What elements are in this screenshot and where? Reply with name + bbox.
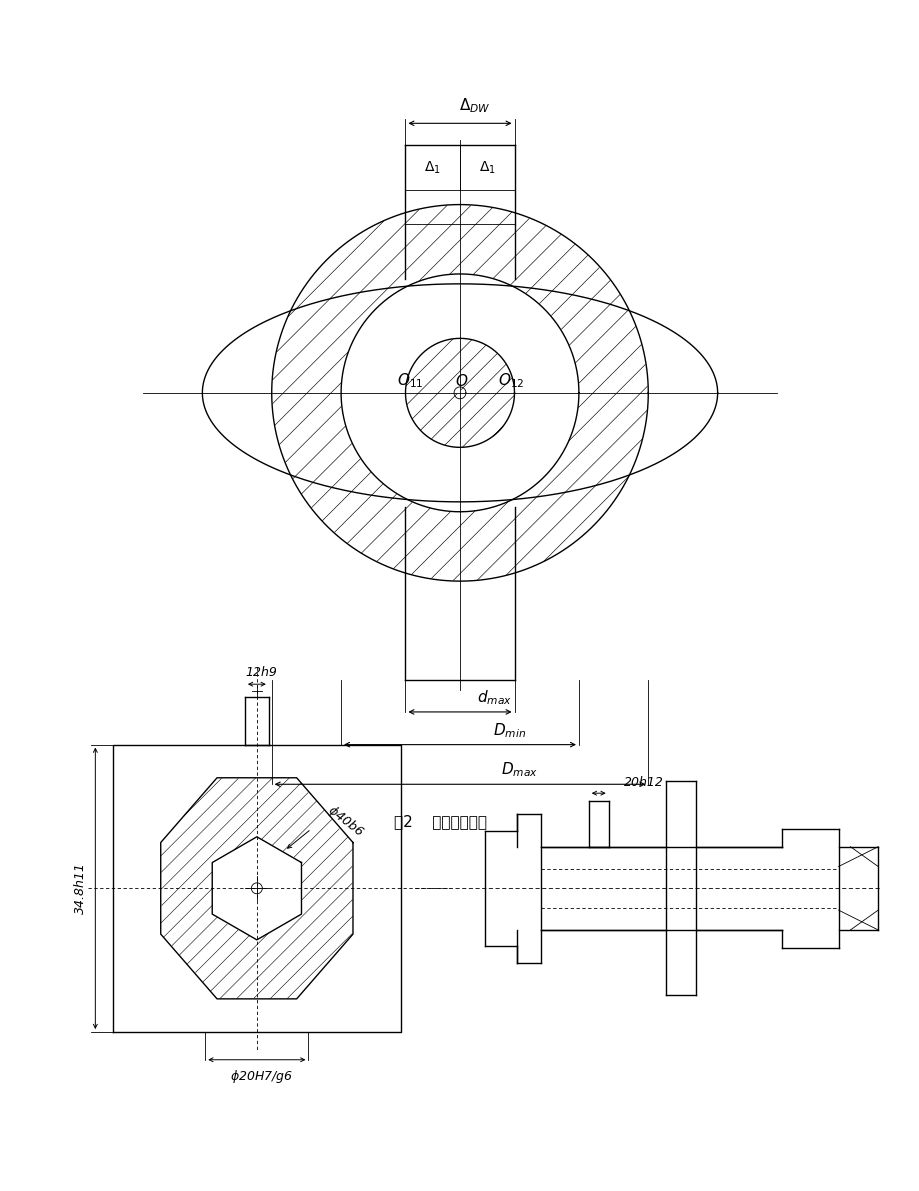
Text: $\phi$40b6: $\phi$40b6 bbox=[323, 802, 367, 841]
Text: $D_{max}$: $D_{max}$ bbox=[500, 761, 538, 779]
Text: $\Delta_1$: $\Delta_1$ bbox=[478, 160, 495, 175]
Text: $O_{11}$: $O_{11}$ bbox=[397, 372, 424, 391]
Text: 图2    心轴竖直放置: 图2 心轴竖直放置 bbox=[393, 813, 486, 829]
Text: 20h12: 20h12 bbox=[623, 777, 663, 790]
Text: $O_{12}$: $O_{12}$ bbox=[498, 372, 524, 391]
Text: $O$: $O$ bbox=[455, 373, 468, 389]
Text: $D_{min}$: $D_{min}$ bbox=[493, 721, 526, 740]
Text: $\phi$20H7/g6: $\phi$20H7/g6 bbox=[230, 1067, 293, 1085]
Text: 34.8h11: 34.8h11 bbox=[74, 862, 87, 915]
Text: $d_{max}$: $d_{max}$ bbox=[477, 688, 512, 707]
Text: $\Delta_{DW}$: $\Delta_{DW}$ bbox=[459, 96, 490, 116]
Text: $\Delta_1$: $\Delta_1$ bbox=[424, 160, 441, 175]
Text: 12h9: 12h9 bbox=[245, 666, 278, 679]
